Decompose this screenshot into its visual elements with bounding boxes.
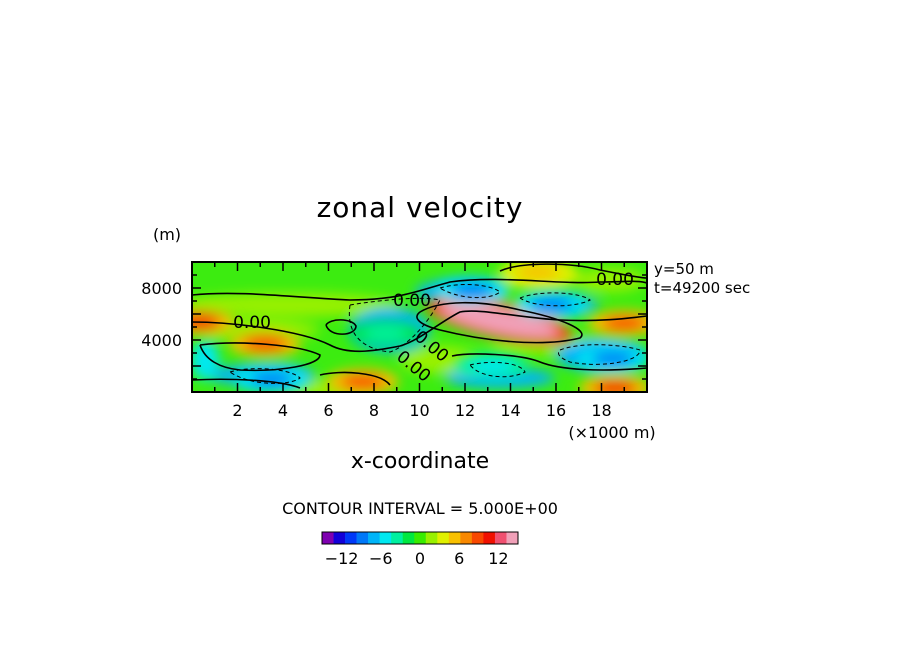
- annotation-time: t=49200 sec: [654, 279, 750, 297]
- contour-interval-text: CONTOUR INTERVAL = 5.000E+00: [282, 499, 558, 518]
- field-band: [192, 340, 219, 380]
- contour-line: [451, 353, 647, 371]
- colorbar-swatch: [333, 532, 346, 544]
- colorbar-swatch: [322, 532, 334, 544]
- feature-core: [529, 297, 574, 312]
- x-tick-label: 10: [409, 401, 429, 420]
- contour-line: [199, 342, 321, 372]
- x-tick-label: 2: [232, 401, 242, 420]
- contour-line: [557, 344, 641, 365]
- contour-line: [348, 297, 441, 353]
- contour-label: 0.00: [596, 270, 634, 290]
- colorbar-swatch: [379, 532, 392, 544]
- colorbar-swatch: [356, 532, 369, 544]
- colorbar-tick-label: −12: [325, 549, 359, 568]
- x-tick-label: 12: [455, 401, 475, 420]
- contour-line: [439, 284, 501, 299]
- feature-core: [363, 326, 408, 341]
- y-axis-unit: (m): [153, 225, 181, 244]
- contour-lines-dashed: [229, 284, 641, 384]
- colorbar-swatch: [368, 532, 380, 544]
- contour-lines: [192, 263, 647, 389]
- colorbar-swatch: [437, 532, 450, 544]
- x-tick-label: 8: [369, 401, 379, 420]
- contour-label: 0.00: [233, 313, 271, 333]
- feature-core: [440, 303, 558, 338]
- colorbar-swatch: [483, 532, 496, 544]
- x-tick-label: 16: [546, 401, 566, 420]
- contour-label: 0.00: [393, 291, 431, 311]
- colorbar-swatch: [494, 532, 507, 544]
- field-band: [575, 268, 645, 292]
- colorbar-swatch: [414, 532, 427, 544]
- colorbar-frame: [321, 531, 519, 545]
- field-band: [192, 293, 400, 317]
- colorbar-swatch: [460, 532, 473, 544]
- colorbar: −12 −6 0 6 12: [321, 531, 519, 568]
- colorbar-swatch: [448, 532, 461, 544]
- feature-core: [515, 265, 560, 280]
- feature-core: [590, 351, 635, 366]
- feature-core: [449, 283, 494, 298]
- y-axis: 4000 8000: [141, 274, 647, 380]
- feature-core: [470, 359, 515, 373]
- contour-line: [229, 368, 301, 384]
- x-tick-label: 14: [500, 401, 520, 420]
- contour-line: [416, 301, 583, 344]
- colorbar-swatch: [391, 532, 404, 544]
- y-tick-label: 4000: [141, 331, 182, 350]
- colorbar-tick-label: 12: [488, 549, 508, 568]
- y-tick-label: 8000: [141, 279, 182, 298]
- colorbar-swatch: [471, 532, 484, 544]
- colorbar-tick-label: 0: [415, 549, 425, 568]
- feature-core: [593, 381, 638, 392]
- colorbar-swatch: [402, 532, 415, 544]
- contour-line: [519, 292, 591, 307]
- features-layer: [192, 262, 647, 392]
- colorbar-swatch: [506, 532, 519, 544]
- contour-line: [192, 371, 391, 389]
- contour-line: [325, 319, 357, 335]
- x-tick-label: 6: [323, 401, 333, 420]
- contour-line: [192, 310, 647, 353]
- x-tick-label: 18: [591, 401, 611, 420]
- x-tick-label: 4: [278, 401, 288, 420]
- contour-line: [469, 361, 526, 378]
- colorbar-swatch: [425, 532, 438, 544]
- x-axis: 2 4 6 8 10 12 14 16 18: [214, 262, 625, 420]
- contour-line: [192, 278, 647, 301]
- chart-title: zonal velocity: [317, 191, 524, 224]
- contour-line: [499, 263, 647, 279]
- colorbar-swatch: [345, 532, 357, 544]
- annotation-y-position: y=50 m: [654, 260, 714, 278]
- x-axis-unit: (×1000 m): [568, 423, 655, 442]
- colorbar-tick-label: 6: [454, 549, 464, 568]
- colorbar-tick-label: −6: [369, 549, 393, 568]
- x-axis-label: x-coordinate: [351, 449, 489, 474]
